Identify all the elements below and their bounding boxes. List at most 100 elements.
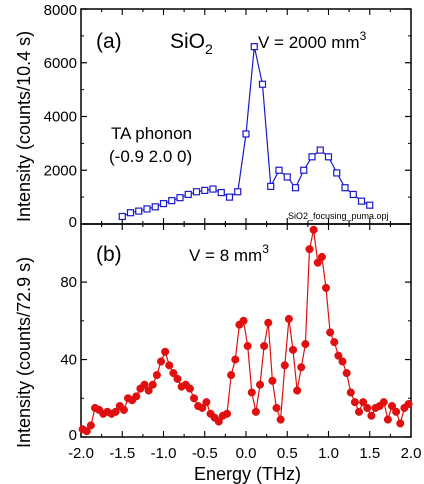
data-point: [214, 417, 223, 426]
data-point: [396, 419, 405, 428]
x-tick-label: 0.0: [236, 445, 257, 462]
data-point: [342, 369, 351, 378]
data-point: [309, 225, 318, 234]
data-point: [227, 370, 236, 380]
data-point: [184, 190, 192, 199]
data-point: [185, 384, 194, 393]
y-tick-label: 6000: [44, 55, 77, 72]
data-point: [86, 421, 95, 430]
data-point: [168, 197, 176, 205]
data-point: [250, 43, 258, 51]
panel-b-volume-label: V = 8 mm3: [189, 242, 269, 265]
data-point: [350, 398, 359, 407]
data-point: [334, 351, 343, 360]
data-point: [387, 401, 397, 411]
data-point: [283, 173, 291, 181]
data-point: [297, 363, 306, 372]
data-point: [258, 80, 267, 88]
data-point: [305, 245, 314, 254]
data-point: [165, 361, 174, 370]
data-point: [144, 386, 153, 395]
y-tick-label: 4000: [44, 109, 77, 126]
data-point: [316, 146, 324, 154]
x-tick-label: -1.0: [151, 445, 177, 462]
data-point: [313, 258, 322, 267]
data-point: [234, 188, 242, 196]
panel-a-title: SiO2: [170, 30, 213, 57]
axes-layer: 0 2000 4000 6000 8000 0 40 80 -2.0 -1.5 -1.0 -0.5 0.…: [44, 2, 422, 462]
data-point: [308, 153, 316, 161]
data-point: [359, 398, 368, 407]
data-point: [267, 182, 275, 190]
data-point: [392, 407, 401, 416]
x-tick-label: -0.5: [192, 445, 218, 462]
data-point: [111, 407, 120, 416]
data-point: [176, 194, 184, 202]
data-point: [161, 347, 170, 356]
data-point: [243, 341, 252, 351]
y-tick-label: 0: [69, 427, 77, 444]
data-point: [247, 388, 256, 397]
data-point: [192, 188, 201, 196]
series-a: [118, 43, 374, 221]
panel-a-file-label: SiO2_focusing_puma.opj: [288, 211, 389, 221]
data-point: [151, 203, 159, 211]
y-tick-label: 80: [60, 274, 77, 291]
data-point: [357, 197, 366, 205]
data-point: [366, 201, 374, 209]
data-point: [379, 398, 388, 407]
panel-a-label: (a): [96, 30, 122, 53]
data-point: [173, 374, 182, 383]
data-point: [239, 316, 248, 325]
data-point: [231, 355, 240, 364]
data-point: [354, 407, 364, 416]
panel-a-annotation-phonon: TA phonon: [111, 124, 192, 143]
data-point: [264, 318, 273, 327]
x-tick-label: -2.0: [68, 445, 94, 462]
data-point: [217, 188, 225, 197]
data-point: [242, 130, 250, 138]
data-point: [333, 169, 341, 177]
data-point: [255, 380, 265, 389]
data-point: [222, 409, 232, 418]
data-point: [132, 392, 141, 401]
data-point: [346, 388, 355, 397]
panel-a-y-axis-title: Intensity (counts/10.4 s): [14, 31, 34, 222]
data-point: [300, 166, 308, 174]
x-tick-label: 1.5: [359, 445, 380, 462]
data-point: [201, 186, 209, 195]
data-point: [260, 341, 269, 351]
panel-a-volume-label: V = 2000 mm3: [258, 29, 367, 52]
data-point: [272, 403, 281, 413]
data-point: [156, 357, 166, 366]
y-tick-label: 40: [60, 352, 77, 369]
x-tick-label: 0.5: [277, 445, 298, 462]
data-point: [330, 338, 339, 347]
panel-a-annotation-q: (-0.9 2.0 0): [109, 147, 192, 166]
data-point: [324, 153, 333, 161]
data-point: [169, 369, 178, 378]
data-point: [135, 207, 143, 215]
series-b: [78, 225, 413, 436]
data-point: [118, 212, 126, 221]
data-point: [148, 380, 157, 389]
data-point: [338, 357, 347, 366]
data-point: [275, 166, 283, 174]
x-axis-title: Energy (THz): [194, 464, 301, 484]
data-point: [209, 185, 217, 193]
panel-b-y-axis-title: Intensity (counts/72.9 s): [14, 257, 34, 448]
data-point: [301, 340, 310, 349]
data-point: [225, 193, 234, 201]
data-point: [288, 345, 298, 354]
data-point: [383, 415, 392, 424]
x-tick-label: 1.0: [318, 445, 339, 462]
data-point: [326, 328, 335, 337]
data-point: [284, 314, 293, 323]
y-tick-label: 0: [69, 214, 77, 231]
data-point: [276, 415, 285, 424]
data-point: [317, 252, 326, 261]
data-point: [189, 394, 199, 403]
data-point: [251, 407, 260, 416]
y-tick-label: 2000: [44, 162, 77, 179]
data-point: [159, 199, 168, 208]
